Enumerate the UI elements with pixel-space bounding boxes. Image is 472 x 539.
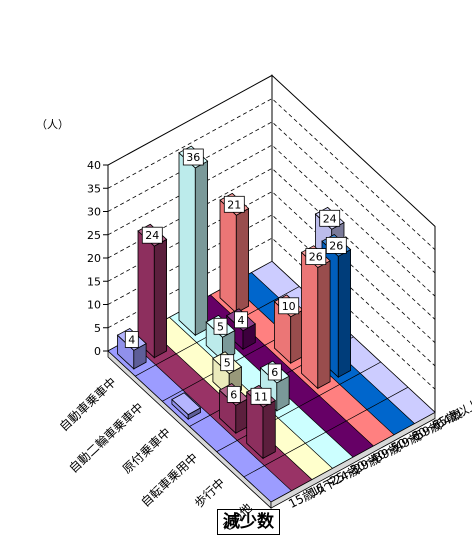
data-label-text: 21 <box>227 198 241 211</box>
data-label-10: 6 <box>267 363 282 381</box>
bar-side-face <box>337 248 352 378</box>
data-label-box <box>319 209 341 227</box>
data-label-text: 5 <box>224 357 231 370</box>
data-label-box <box>305 248 327 266</box>
data-label-box <box>325 236 347 254</box>
data-label-box <box>220 354 235 372</box>
data-label-box <box>250 387 272 405</box>
data-label-text: 24 <box>145 229 159 242</box>
y-tick-label: 5 <box>94 322 101 335</box>
data-label-text: 11 <box>254 390 268 403</box>
bar-top-face <box>171 392 202 416</box>
data-label-text: 26 <box>329 239 343 252</box>
data-label-box <box>124 330 139 348</box>
y-tick-label: 30 <box>87 206 101 219</box>
x-category-label: 原付乗車中 <box>119 424 173 476</box>
bar-front-face <box>219 199 237 314</box>
bar-front-face <box>301 251 319 390</box>
floor-side-edge <box>270 411 436 509</box>
data-label-text: 36 <box>186 151 200 164</box>
depth-category-label: 65歳以上 <box>430 397 472 433</box>
bar-side-face <box>194 160 209 336</box>
y-tick-label: 20 <box>87 252 101 265</box>
y-tick-label: 40 <box>87 159 101 172</box>
data-label-text: 24 <box>323 212 337 225</box>
data-label-text: 6 <box>271 366 278 379</box>
x-category-label: 歩行中 <box>191 475 228 511</box>
data-label-text: 4 <box>238 314 245 327</box>
data-label-text: 4 <box>128 333 135 346</box>
y-tick-label: 35 <box>87 182 101 195</box>
data-label-box <box>141 226 163 244</box>
chart-bars: 4 24 36 21 5 4 5 10 24 6 6 26 26 11 <box>107 145 436 510</box>
data-label-11: 26 <box>305 248 327 266</box>
data-label-text: 5 <box>217 320 224 333</box>
chart-title: 減少数 <box>217 509 280 535</box>
bar-side-face <box>317 260 331 390</box>
data-label-4: 5 <box>213 317 228 335</box>
data-label-5: 4 <box>234 311 248 329</box>
bar-0-1 <box>137 223 168 359</box>
y-tick-label: 25 <box>87 229 101 242</box>
y-tick-label: 10 <box>87 299 101 312</box>
bar-2-0 <box>171 392 202 421</box>
data-label-text: 10 <box>282 300 296 313</box>
data-label-box <box>226 385 241 403</box>
data-label-box <box>223 195 245 213</box>
bar-0-5 <box>219 192 250 314</box>
data-label-1: 24 <box>141 226 163 244</box>
bar-side-face <box>235 207 250 314</box>
bar-side-face <box>262 399 276 460</box>
data-label-7: 10 <box>278 297 300 315</box>
data-label-box <box>267 363 282 381</box>
data-label-text: 26 <box>309 251 323 264</box>
bar-0-3 <box>178 145 209 337</box>
data-label-2: 36 <box>182 148 204 166</box>
data-label-12: 26 <box>325 236 347 254</box>
data-label-0: 4 <box>124 330 139 348</box>
data-label-box <box>278 297 300 315</box>
bar-front-face <box>178 151 196 337</box>
data-label-text: 6 <box>230 388 237 401</box>
y-tick-label: 0 <box>94 345 101 358</box>
y-axis-label: （人） <box>36 118 69 131</box>
data-label-box <box>182 148 204 166</box>
data-label-8: 24 <box>319 209 341 227</box>
data-label-6: 5 <box>220 354 235 372</box>
y-tick-label: 15 <box>87 275 101 288</box>
data-label-13: 11 <box>250 387 272 405</box>
data-label-3: 21 <box>223 195 245 213</box>
bar-3-5 <box>300 245 331 390</box>
data-label-box <box>234 311 248 329</box>
data-label-9: 6 <box>226 385 241 403</box>
bar-side-face <box>153 238 168 359</box>
data-label-box <box>213 317 228 335</box>
